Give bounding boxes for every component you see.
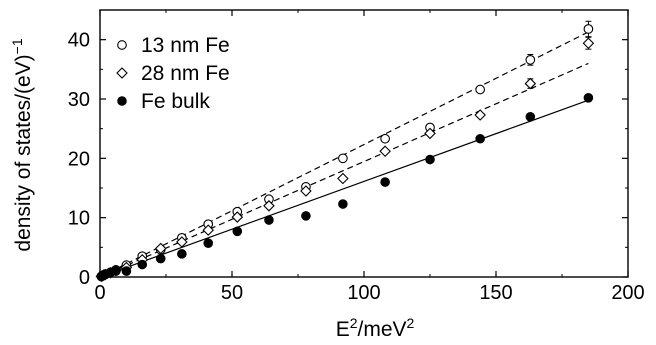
x-tick-label: 150 xyxy=(479,282,512,304)
y-tick-label: 0 xyxy=(79,267,90,289)
data-point-28nm xyxy=(176,236,188,248)
data-point-28nm xyxy=(582,37,595,50)
data-point-bulk xyxy=(137,259,148,270)
data-point-bulk xyxy=(338,199,348,209)
x-tick-label: 100 xyxy=(347,282,380,304)
data-point-13nm xyxy=(380,133,390,144)
legend: 13 nm Fe 28 nm Fe Fe bulk xyxy=(116,34,230,113)
x-tick-label: 50 xyxy=(221,282,243,304)
x-tick-label: 200 xyxy=(611,282,644,304)
data-point-bulk xyxy=(155,253,166,264)
y-tick-label: 40 xyxy=(68,30,90,52)
data-point-28nm xyxy=(474,109,486,121)
legend-label: Fe bulk xyxy=(141,90,210,113)
data-point-28nm xyxy=(379,145,391,157)
data-point-bulk xyxy=(117,96,127,106)
data-point-bulk xyxy=(264,215,274,225)
fit-line xyxy=(99,99,589,278)
data-point-28nm xyxy=(300,185,312,197)
data-point-28nm xyxy=(202,224,215,236)
data-point-28nm xyxy=(424,127,436,140)
data-point-bulk xyxy=(525,112,536,122)
data-point-28nm xyxy=(337,172,349,185)
data-point-13nm xyxy=(475,84,486,95)
y-tick-label: 10 xyxy=(68,208,90,230)
y-axis-label: density of states/(eV)−1 xyxy=(9,38,35,251)
legend-label: 13 nm Fe xyxy=(141,34,230,57)
fit-line xyxy=(99,62,589,278)
data-point-13nm xyxy=(525,54,536,65)
data-point-28nm xyxy=(154,242,167,255)
data-point-bulk xyxy=(232,226,243,237)
data-point-bulk xyxy=(301,211,311,221)
x-tick-label: 0 xyxy=(94,282,105,304)
data-point-28nm xyxy=(524,77,537,90)
data-point-bulk xyxy=(121,266,132,276)
data-point-bulk xyxy=(583,93,594,103)
data-markers xyxy=(95,20,595,283)
x-axis-label: E2/meV2 xyxy=(336,315,415,341)
axis-ticks: 0 50 100 150 200 0 10 20 30 40 xyxy=(68,10,645,304)
data-point-bulk xyxy=(111,266,121,276)
data-point-13nm xyxy=(583,24,594,34)
legend-label: 28 nm Fe xyxy=(141,62,230,85)
data-point-bulk xyxy=(425,154,435,165)
data-point-13nm xyxy=(338,153,348,164)
y-tick-label: 30 xyxy=(68,89,90,111)
data-point-bulk xyxy=(203,238,214,248)
data-point-28nm xyxy=(116,67,128,79)
y-tick-label: 20 xyxy=(68,148,90,170)
data-point-13nm xyxy=(117,40,127,50)
data-point-28nm xyxy=(263,200,275,212)
data-point-bulk xyxy=(380,177,390,187)
data-point-28nm xyxy=(231,211,244,223)
data-point-bulk xyxy=(177,249,187,259)
data-point-bulk xyxy=(475,133,485,144)
